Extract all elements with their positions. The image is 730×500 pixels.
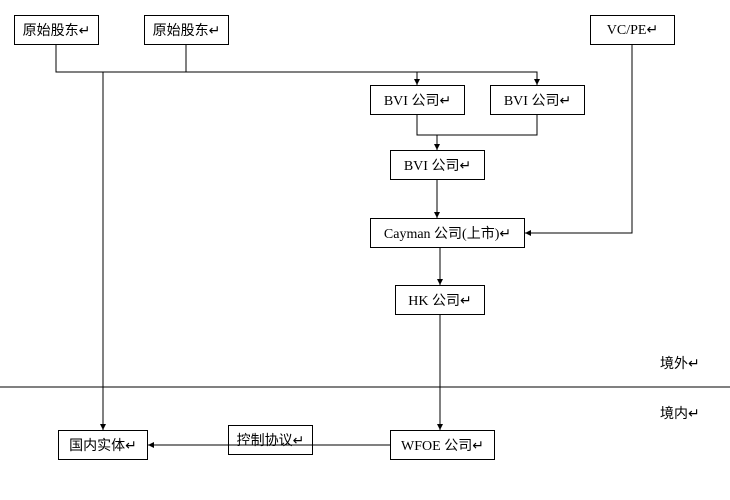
node-bvi-2: BVI 公司↵ [490, 85, 585, 115]
edge-bvi2-bvi3 [437, 115, 537, 135]
node-bvi-3: BVI 公司↵ [390, 150, 485, 180]
edge-vcpe-cayman [525, 45, 632, 233]
label-offshore: 境外↵ [660, 353, 700, 373]
edge-sh2-bvi1 [186, 72, 417, 85]
node-domestic-entity: 国内实体↵ [58, 430, 148, 460]
node-control-agreement: 控制协议↵ [228, 425, 313, 455]
node-vcpe: VC/PE↵ [590, 15, 675, 45]
label-onshore: 境内↵ [660, 403, 700, 423]
diagram-edges [0, 0, 730, 500]
edge-bvi1-bvi3 [417, 115, 437, 150]
node-cayman: Cayman 公司(上市)↵ [370, 218, 525, 248]
node-wfoe: WFOE 公司↵ [390, 430, 495, 460]
node-shareholder-2: 原始股东↵ [144, 15, 229, 45]
edge-sh2-join [103, 45, 186, 72]
node-shareholder-1: 原始股东↵ [14, 15, 99, 45]
node-hk: HK 公司↵ [395, 285, 485, 315]
edge-sh2-bvi2 [417, 72, 537, 85]
node-bvi-1: BVI 公司↵ [370, 85, 465, 115]
edge-sh1-domestic [56, 45, 103, 430]
